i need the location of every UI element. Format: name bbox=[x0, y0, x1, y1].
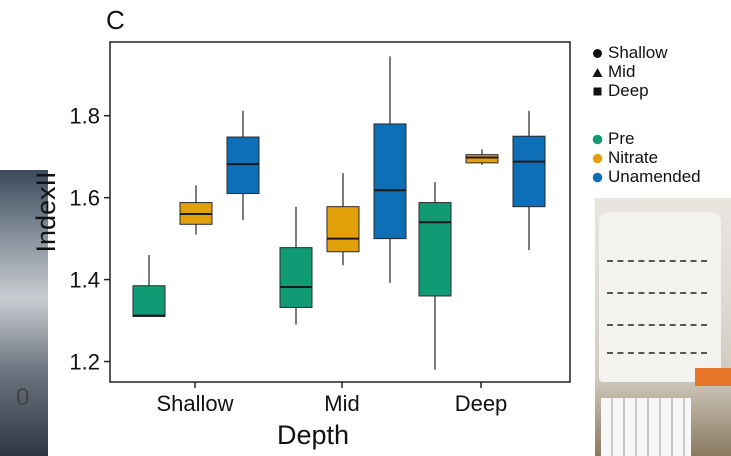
box-body bbox=[373, 123, 407, 240]
color-dot-icon bbox=[592, 134, 603, 145]
y-tick-label: 1.6 bbox=[69, 186, 100, 211]
box-pre-deep bbox=[418, 182, 452, 370]
box-body bbox=[418, 202, 452, 297]
box-nitrate-shallow bbox=[179, 185, 213, 235]
legend-label: Unamended bbox=[608, 167, 701, 186]
box-nitrate-mid bbox=[326, 173, 360, 266]
sample-tray-image bbox=[601, 398, 691, 456]
x-tick-label: Deep bbox=[455, 391, 508, 416]
box-nitrate-deep bbox=[465, 149, 499, 165]
legend-label: Shallow bbox=[608, 43, 668, 62]
background-photo-right bbox=[595, 198, 731, 456]
x-axis-title: Depth bbox=[277, 420, 349, 450]
box-body bbox=[226, 136, 260, 195]
box-body bbox=[326, 206, 360, 253]
box-pre-mid bbox=[279, 206, 313, 325]
box-unamended-deep bbox=[512, 110, 546, 251]
y-axis-title: IndexII bbox=[31, 171, 61, 252]
box-pre-shallow bbox=[132, 255, 166, 317]
y-tick-label: 1.8 bbox=[69, 104, 100, 129]
background-stray-text: 0 bbox=[16, 384, 30, 411]
water-jug-image bbox=[599, 212, 721, 382]
box-body bbox=[512, 135, 546, 208]
triangle-icon bbox=[592, 68, 603, 77]
y-tick-label: 1.4 bbox=[69, 268, 100, 293]
box-unamended-mid bbox=[373, 56, 407, 283]
legend-label: Pre bbox=[608, 129, 635, 148]
x-tick-label: Mid bbox=[324, 391, 359, 416]
legend-label: Deep bbox=[608, 81, 649, 100]
boxes-layer bbox=[132, 56, 546, 370]
orange-lid-image bbox=[695, 368, 731, 386]
x-axis: Shallow Mid Deep bbox=[156, 382, 507, 416]
y-axis: 1.2 1.4 1.6 1.8 bbox=[69, 104, 110, 375]
square-icon bbox=[593, 87, 602, 96]
box-body bbox=[132, 285, 166, 317]
legend-label: Nitrate bbox=[608, 148, 659, 167]
background-photo-left bbox=[0, 170, 48, 456]
panel-label: C bbox=[106, 5, 125, 35]
legend-label: Mid bbox=[608, 62, 636, 81]
legend bbox=[580, 38, 731, 190]
color-dot-icon bbox=[592, 172, 603, 183]
color-dot-icon bbox=[592, 153, 603, 164]
box-body bbox=[279, 247, 313, 308]
x-tick-label: Shallow bbox=[156, 391, 233, 416]
box-unamended-shallow bbox=[226, 110, 260, 221]
box-body bbox=[465, 154, 499, 164]
y-tick-label: 1.2 bbox=[69, 350, 100, 375]
circle-icon bbox=[593, 49, 602, 58]
